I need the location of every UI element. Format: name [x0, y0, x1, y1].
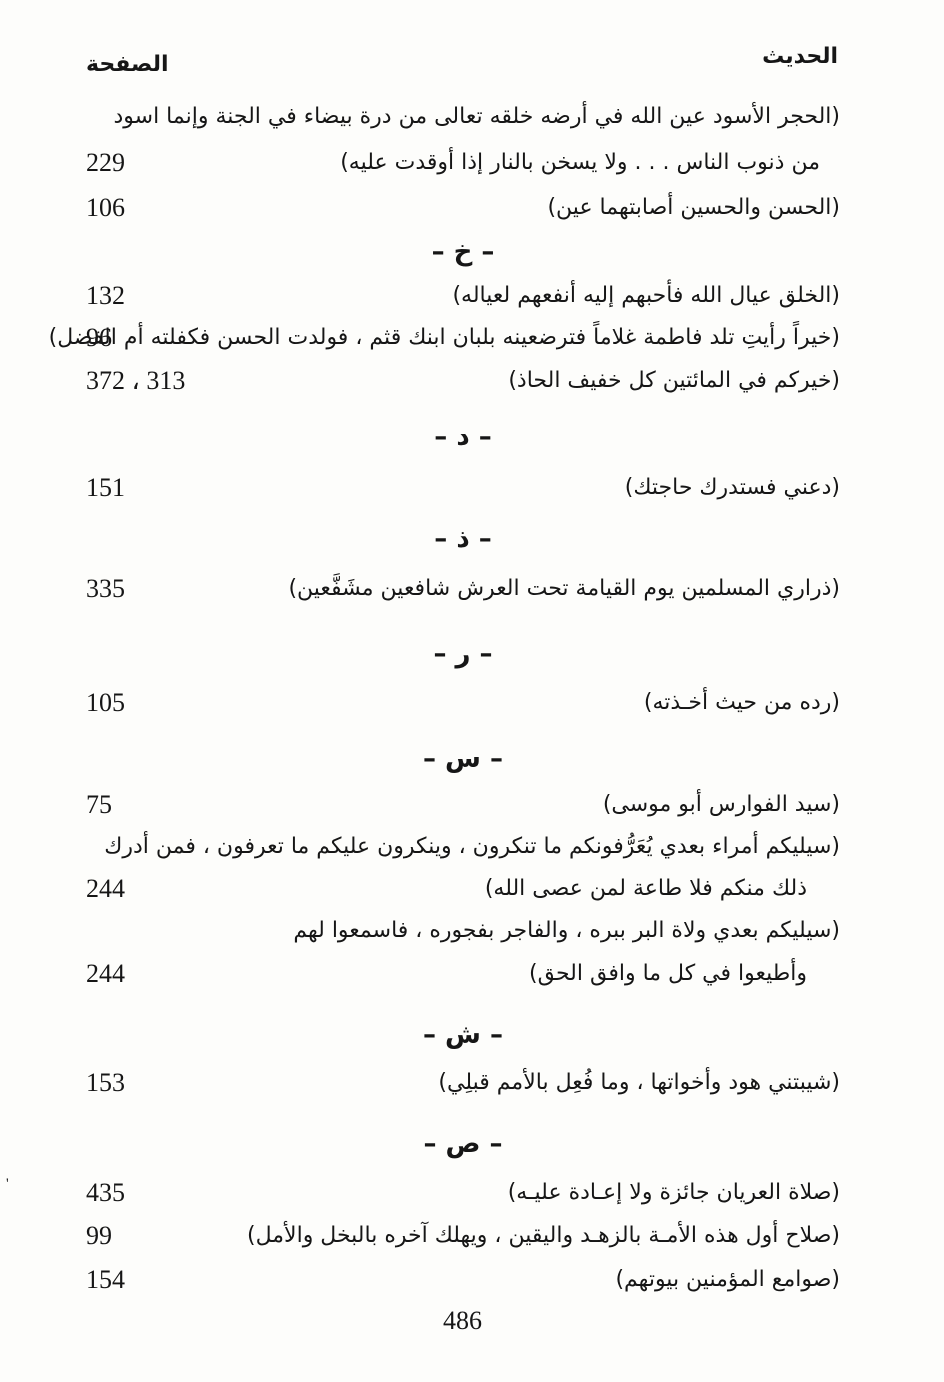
entry-text: ذلك منكم فلا طاعة لمن عصى الله) — [484, 876, 807, 901]
section-divider-ra: – ر – — [433, 639, 493, 669]
page-number: 335 — [86, 574, 125, 603]
page-number: 106 — [86, 193, 125, 222]
entry-text: (سيد الفوارس أبو موسى) — [602, 792, 840, 817]
index-row: (الخلق عيال الله فأحبهم إليه أنفعهم لعيا… — [86, 279, 840, 317]
section-divider-dal: – د – — [434, 422, 492, 452]
index-row: (سيليكم أمراء بعدي يُعَرُّفونكم ما تنكرو… — [86, 830, 840, 868]
entry-text: (صلاة العريان جائزة ولا إعـادة عليـه) — [507, 1180, 840, 1205]
page-number: 244 — [86, 874, 125, 903]
page-number: 105 — [86, 688, 125, 717]
entry-text: (صلاح أول هذه الأمـة بالزهـد واليقين ، و… — [247, 1223, 840, 1248]
page-number: 132 — [86, 281, 125, 310]
index-row: (صلاة العريان جائزة ولا إعـادة عليـه) 43… — [86, 1176, 840, 1214]
entry-text: (ذراري المسلمين يوم القيامة تحت العرش شا… — [288, 576, 840, 601]
entry-text: (صوامع المؤمنين بيوتهم) — [615, 1267, 840, 1292]
section-divider-shin: – ش – — [423, 1020, 503, 1050]
index-row: (رده من حيث أخـذته) 105 — [86, 686, 840, 724]
index-row: (سيليكم بعدي ولاة البر ببره ، والفاجر بف… — [86, 914, 840, 952]
column-header-hadith: الحديث — [762, 44, 838, 69]
entry-text: (خيراً رأيتِ تلد فاطمة غلاماً فترضعينه ب… — [48, 325, 840, 350]
page-number: 313 ، 372 — [86, 366, 186, 395]
page-number: 244 — [86, 959, 125, 988]
index-row: وأطيعوا في كل ما وافق الحق) 244 — [86, 957, 840, 995]
section-divider-sin: – س – — [423, 744, 503, 774]
page-number: 435 — [86, 1178, 125, 1207]
index-row: (الحسن والحسين أصابتهما عين) 106 — [86, 191, 840, 229]
section-divider-kha: – خ – — [431, 237, 495, 267]
entry-text: (سيليكم بعدي ولاة البر ببره ، والفاجر بف… — [293, 918, 840, 943]
index-row: (صلاح أول هذه الأمـة بالزهـد واليقين ، و… — [86, 1219, 840, 1257]
section-divider-sad: – ص – — [423, 1129, 503, 1159]
page-number: 75 — [86, 790, 112, 819]
index-row: (ذراري المسلمين يوم القيامة تحت العرش شا… — [86, 572, 840, 610]
entry-text: (الحجر الأسود عين الله في أرضه خلقه تعال… — [113, 104, 840, 129]
page-number: 154 — [86, 1265, 125, 1294]
entry-text: من ذنوب الناس . . . ولا يسخن بالنار إذا … — [340, 150, 820, 175]
section-divider-thal: – ذ – — [434, 524, 492, 554]
index-row: (خيراً رأيتِ تلد فاطمة غلاماً فترضعينه ب… — [49, 321, 840, 359]
entry-text: (الحسن والحسين أصابتهما عين) — [547, 195, 840, 220]
page-number: 229 — [86, 148, 125, 177]
column-header-page: الصفحة — [86, 52, 169, 77]
index-row: (خيركم في المائتين كل خفيف الحاذ) 313 ، … — [86, 364, 840, 402]
index-row: (الحجر الأسود عين الله في أرضه خلقه تعال… — [86, 100, 840, 138]
entry-text: (دعني فستدرك حاجتك) — [624, 475, 840, 500]
entry-text: (سيليكم أمراء بعدي يُعَرُّفونكم ما تنكرو… — [104, 834, 840, 859]
ink-speck: ' — [6, 1176, 9, 1192]
index-row: ذلك منكم فلا طاعة لمن عصى الله) 244 — [86, 872, 840, 910]
page-number: 96 — [86, 323, 112, 352]
entry-text: (رده من حيث أخـذته) — [643, 690, 840, 715]
index-row: (صوامع المؤمنين بيوتهم) 154 — [86, 1263, 840, 1301]
index-row: (دعني فستدرك حاجتك) 151 — [86, 471, 840, 509]
index-row: (شيبتني هود وأخواتها ، وما فُعِل بالأمم … — [86, 1066, 840, 1104]
index-row: (سيد الفوارس أبو موسى) 75 — [86, 788, 840, 826]
page-number: 99 — [86, 1221, 112, 1250]
entry-text: وأطيعوا في كل ما وافق الحق) — [529, 961, 807, 986]
entry-text: (شيبتني هود وأخواتها ، وما فُعِل بالأمم … — [438, 1070, 840, 1095]
index-row: من ذنوب الناس . . . ولا يسخن بالنار إذا … — [86, 146, 840, 184]
page-number: 151 — [86, 473, 125, 502]
entry-text: (الخلق عيال الله فأحبهم إليه أنفعهم لعيا… — [452, 283, 840, 308]
folio-page-number: 486 — [443, 1306, 482, 1335]
entry-text: (خيركم في المائتين كل خفيف الحاذ) — [508, 368, 840, 393]
page-number: 153 — [86, 1068, 125, 1097]
